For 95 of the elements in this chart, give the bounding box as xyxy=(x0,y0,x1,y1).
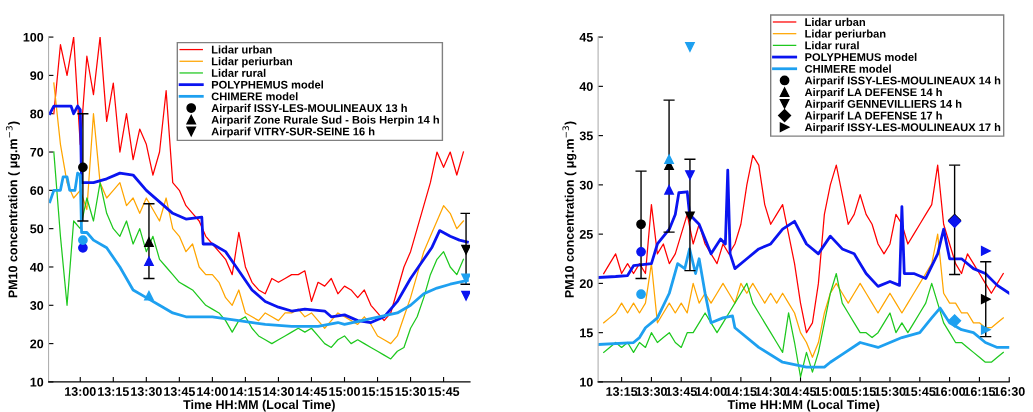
y-tick-label: 100 xyxy=(23,32,44,42)
y-tick-label: 25 xyxy=(579,229,593,239)
x-tick-label: 13:00 xyxy=(65,387,96,396)
x-tick-label: 14:45 xyxy=(296,387,328,396)
line-series xyxy=(603,154,1004,334)
x-tick-label: 13:15 xyxy=(98,387,129,396)
point xyxy=(144,256,154,267)
x-tick-label: 13:45 xyxy=(164,387,195,396)
legend-label: Airparif GENNEVILLIERS 14 h xyxy=(804,99,962,111)
y-tick-label: 60 xyxy=(30,186,44,195)
point xyxy=(685,211,695,222)
x-tick-label: 14:45 xyxy=(785,387,817,396)
point xyxy=(636,289,646,300)
legend-label: Lidar periurban xyxy=(805,29,886,40)
x-tick-label: 16:15 xyxy=(964,387,996,396)
point xyxy=(948,314,962,328)
point xyxy=(144,290,154,301)
line-series xyxy=(598,247,1010,369)
x-tick-label: 14:00 xyxy=(197,387,228,396)
x-tick-label: 15:45 xyxy=(904,387,936,396)
legend-label: Lidar rural xyxy=(211,68,266,77)
x-tick-label: 15:45 xyxy=(428,387,460,396)
line-series xyxy=(48,104,469,324)
point xyxy=(144,237,154,247)
x-tick-label: 13:45 xyxy=(666,387,697,396)
y-tick-label: 70 xyxy=(30,147,44,157)
line-series xyxy=(53,82,465,345)
x-tick-label: 14:00 xyxy=(695,387,727,396)
line-series xyxy=(603,233,1004,358)
line-series xyxy=(603,272,1004,378)
line-series xyxy=(53,37,465,322)
y-tick-label: 30 xyxy=(579,180,593,190)
x-tick-label: 15:15 xyxy=(844,387,876,396)
x-tick-label: 14:15 xyxy=(230,387,262,396)
x-axis-title: Time HH:MM (Local Time) xyxy=(183,399,335,412)
y-tick-label: 45 xyxy=(579,33,593,42)
legend-label: Airparif LA DEFENSE 14 h xyxy=(804,87,942,99)
x-tick-label: 13:30 xyxy=(636,387,667,396)
y-tick-label: 10 xyxy=(30,377,44,387)
legend-label: Airparif ISSY-LES-MOULINEAUX 14 h xyxy=(804,76,1001,87)
y-tick-label: 40 xyxy=(579,82,593,91)
point xyxy=(980,324,991,335)
y-axis-title: PM10 concentration ( μg.m$^{−3}$) xyxy=(5,121,20,298)
y-tick-label: 15 xyxy=(580,328,593,338)
x-tick-label: 14:15 xyxy=(725,387,757,396)
legend-label: POLYPHEMUS model xyxy=(211,80,323,89)
y-tick-label: 20 xyxy=(30,339,44,349)
point xyxy=(78,235,88,246)
x-tick-label: 15:15 xyxy=(362,387,394,396)
x-tick-label: 16:30 xyxy=(994,387,1025,396)
legend-label: Lidar periurban xyxy=(211,57,293,68)
y-axis-title: PM10 concentration ( μg.m$^{−3}$) xyxy=(562,121,577,298)
y-tick-label: 20 xyxy=(579,279,593,289)
x-tick-label: 15:00 xyxy=(329,387,360,396)
legend-label: Airparif ISSY-LES-MOULINEAUX 17 h xyxy=(804,123,1001,134)
y-tick-label: 90 xyxy=(30,71,44,81)
point xyxy=(461,290,471,301)
legend-label: Airparif ISSY-LES-MOULINEAUX 13 h xyxy=(211,103,407,115)
point xyxy=(636,219,646,230)
legend-label: Lidar rural xyxy=(805,41,859,50)
point xyxy=(664,184,674,195)
point xyxy=(461,244,471,255)
y-tick-label: 80 xyxy=(30,109,44,119)
y-tick-label: 35 xyxy=(579,131,593,141)
x-tick-label: 15:30 xyxy=(874,387,906,396)
y-tick-label: 10 xyxy=(580,377,593,387)
x-tick-label: 15:30 xyxy=(395,387,427,396)
x-tick-label: 15:00 xyxy=(815,387,846,396)
point xyxy=(664,154,674,165)
y-tick-label: 40 xyxy=(29,262,44,272)
legend-label: CHIMERE model xyxy=(211,92,298,101)
x-tick-label: 13:30 xyxy=(131,387,162,396)
point xyxy=(685,42,695,52)
y-tick-label: 50 xyxy=(30,224,44,234)
line-series xyxy=(598,168,1010,295)
x-axis-title: Time HH:MM (Local Time) xyxy=(727,399,880,412)
point xyxy=(980,246,991,256)
point xyxy=(461,273,471,284)
line-series xyxy=(53,151,465,360)
x-tick-label: 13:15 xyxy=(606,387,638,396)
legend-label: Airparif Zone Rurale Sud - Bois Herpin 14 h xyxy=(211,115,439,126)
y-tick-label: 30 xyxy=(30,301,44,310)
legend-label: Lidar urban xyxy=(805,17,866,26)
legend-label: Airparif VITRY-SUR-SEINE 16 h xyxy=(211,127,375,138)
legend-label: POLYPHEMUS model xyxy=(805,52,917,62)
x-tick-label: 16:00 xyxy=(934,387,966,396)
point xyxy=(636,247,646,257)
x-tick-label: 14:30 xyxy=(755,387,787,396)
x-tick-label: 14:30 xyxy=(263,387,294,396)
legend-label: Lidar urban xyxy=(211,45,272,54)
point xyxy=(980,294,991,305)
legend-label: CHIMERE model xyxy=(805,64,891,73)
point xyxy=(78,162,88,173)
point xyxy=(685,170,695,180)
legend-label: Airparif LA DEFENSE 17 h xyxy=(804,111,942,122)
